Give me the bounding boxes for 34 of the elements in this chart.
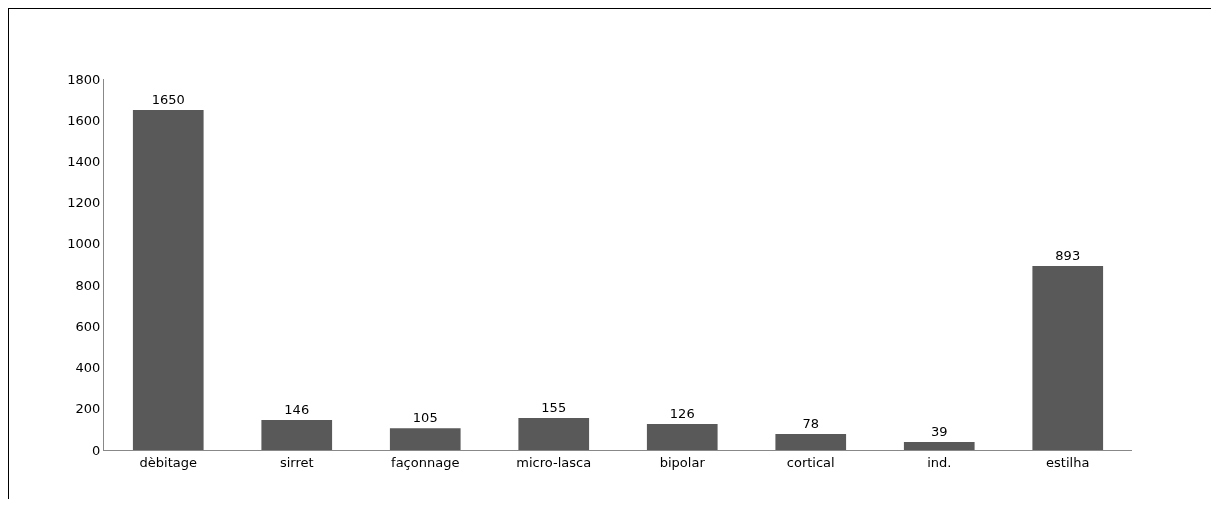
x-tick-label: sirret	[279, 454, 314, 470]
bar	[261, 419, 333, 450]
data-label: 78	[802, 415, 820, 431]
y-tick-label: 600	[75, 318, 101, 334]
y-tick-label: 800	[75, 277, 101, 293]
data-label: 1650	[151, 91, 185, 107]
data-label: 126	[669, 406, 695, 422]
data-label: 146	[284, 401, 310, 417]
bar	[775, 433, 847, 450]
data-label: 155	[541, 400, 567, 416]
bar	[389, 428, 461, 450]
x-tick-label: estilha	[1046, 454, 1090, 470]
y-tick-label: 1200	[67, 195, 101, 211]
y-tick-label: 1400	[67, 153, 101, 169]
data-label: 105	[412, 410, 438, 426]
data-label: 39	[930, 423, 948, 439]
bar	[903, 441, 975, 450]
y-tick-label: 1000	[67, 236, 101, 252]
bar	[646, 424, 718, 450]
x-tick-label: dèbitage	[139, 454, 197, 470]
y-tick-label: 400	[75, 360, 101, 376]
y-tick-label: 200	[75, 401, 101, 417]
y-tick-label: 1800	[67, 71, 101, 87]
data-label: 893	[1055, 247, 1081, 263]
x-tick-label: ind.	[927, 454, 952, 470]
x-tick-label: micro-lasca	[516, 454, 592, 470]
bar	[1032, 265, 1104, 450]
y-tick-label: 1600	[67, 112, 101, 128]
x-tick-label: bipolar	[659, 454, 706, 470]
y-tick-label: 0	[92, 442, 101, 458]
x-tick-label: façonnage	[391, 454, 460, 470]
x-tick-label: cortical	[786, 454, 835, 470]
bar	[132, 109, 204, 450]
bar	[518, 418, 590, 450]
